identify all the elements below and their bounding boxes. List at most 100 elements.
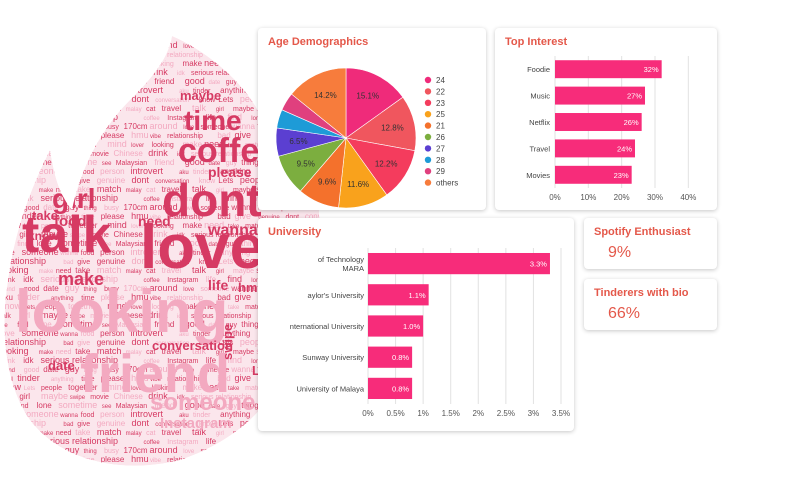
wordcloud-word: bad xyxy=(217,293,230,302)
wordcloud-word: good xyxy=(185,157,205,167)
wordcloud-word: life xyxy=(0,323,8,329)
wordcloud-word: see xyxy=(102,242,112,248)
wordcloud-word: life xyxy=(206,194,217,203)
wordcloud-word: drink xyxy=(0,196,16,203)
wordcloud-word: relationship xyxy=(167,133,203,140)
wordcloud-word: Malaysian xyxy=(116,403,148,410)
wordcloud-word: know xyxy=(0,220,22,230)
wordcloud-word: movie xyxy=(90,232,109,239)
legend-label-22: 22 xyxy=(436,87,445,96)
wordcloud-word: life xyxy=(208,277,228,293)
wordcloud-word: life xyxy=(0,404,8,410)
spotify-enthusiast-value: 9% xyxy=(608,244,632,261)
wordcloud-word: serious relationship xyxy=(40,193,118,203)
wordcloud-word: drink xyxy=(148,391,168,401)
wordcloud-word: together xyxy=(68,302,98,311)
wordcloud-word: lone xyxy=(37,401,53,410)
wordcloud-word: give xyxy=(77,259,90,266)
wordcloud-word: take xyxy=(228,224,240,230)
category-label: aylor's University xyxy=(308,291,365,300)
legend-swatch-25 xyxy=(424,111,432,118)
wordcloud-word: bad xyxy=(217,455,230,464)
wordcloud-word: malay xyxy=(126,188,142,194)
wordcloud-word: food xyxy=(81,331,95,338)
wordcloud-word: genuine xyxy=(97,257,126,266)
wordcloud-word: dont xyxy=(132,337,150,347)
wordcloud-word: know xyxy=(199,421,216,428)
wordcloud-word: dont xyxy=(132,418,150,428)
wordcloud-word: anything xyxy=(51,296,74,302)
wordcloud-word: take xyxy=(228,386,240,392)
wordcloud-word: bad xyxy=(63,98,73,104)
x-tick-label: 3.5% xyxy=(552,409,570,418)
wordcloud-word: coffee xyxy=(143,197,160,203)
wordcloud-word: someone xyxy=(22,328,59,338)
wordcloud-word: friend xyxy=(154,401,174,410)
wordcloud-word: 170cm xyxy=(124,284,148,293)
wordcloud-word: person xyxy=(100,248,124,257)
wordcloud-word: around xyxy=(150,283,178,293)
wordcloud-word: genuine xyxy=(97,176,126,185)
pie-label-24: 15.1% xyxy=(356,92,379,101)
pie-slice-others xyxy=(291,67,347,139)
wordcloud-word: date xyxy=(43,41,59,50)
wordcloud-word: coffee xyxy=(143,278,160,284)
wordcloud-word: dont xyxy=(285,457,299,464)
bar-value-label: 32% xyxy=(644,65,659,74)
wordcloud-word: guy xyxy=(65,121,80,131)
wordcloud-word: mind xyxy=(107,139,127,149)
wordcloud-word: 170cm xyxy=(124,122,148,131)
legend-label-28: 28 xyxy=(436,156,445,165)
wordcloud-word: anything xyxy=(220,329,250,338)
wordcloud-word: talk xyxy=(0,394,11,401)
bar-value-label: 1.0% xyxy=(403,322,420,331)
bar-1 xyxy=(555,86,645,105)
wordcloud-word: tinder xyxy=(17,211,40,221)
wordcloud-word: serious relationship xyxy=(191,232,251,239)
wordcloud-word: drink xyxy=(0,358,16,365)
wordcloud-word: lone xyxy=(251,359,263,365)
wordcloud-word: match xyxy=(97,103,122,113)
wordcloud-word: maybe xyxy=(233,187,254,194)
wordcloud-word: people xyxy=(41,61,62,68)
wordcloud-word: looking xyxy=(152,385,174,392)
wordcloud-word: make xyxy=(39,350,54,356)
wordcloud-word: find xyxy=(17,79,28,86)
wordcloud-word: genuine xyxy=(97,95,126,104)
wordcloud-word: life xyxy=(0,80,8,86)
wordcloud-word: Chinese xyxy=(114,68,144,77)
wordcloud-word: girl xyxy=(19,230,30,239)
university-title: University xyxy=(268,226,322,238)
wordcloud-word: together xyxy=(68,140,98,149)
legend-swatch-21 xyxy=(424,122,432,129)
wordcloud-word: give xyxy=(235,292,252,302)
bar-1 xyxy=(368,284,429,306)
wordcloud-word: around xyxy=(150,40,178,50)
wordcloud-word: someone xyxy=(200,286,229,293)
wordcloud-word: wanna xyxy=(59,170,78,176)
wordcloud-word: around xyxy=(150,364,178,374)
wordcloud-word: give xyxy=(77,178,90,185)
wordcloud-word: drink xyxy=(148,67,168,77)
wordcloud-word: dont xyxy=(132,256,150,266)
wordcloud-word: introvert xyxy=(131,166,164,176)
wordcloud-word: need xyxy=(56,430,72,437)
category-label: Travel xyxy=(529,144,550,153)
wordcloud-word: idk xyxy=(23,437,34,446)
wordcloud-word: tinder xyxy=(17,292,40,302)
wordcloud-word: know xyxy=(199,178,216,185)
wordcloud-word: relationship xyxy=(0,418,46,428)
wordcloud-word: lone xyxy=(37,77,53,86)
wordcloud-word: travel xyxy=(162,347,182,356)
wordcloud-word: bad xyxy=(217,131,230,140)
wordcloud-word: need xyxy=(204,58,224,68)
bar-4 xyxy=(368,377,413,400)
wordcloud-word: bad xyxy=(63,179,73,185)
wordcloud-word: guy xyxy=(65,364,80,374)
wordcloud-word: tinder xyxy=(17,130,40,140)
wordcloud-word: friend xyxy=(0,449,15,455)
wordcloud-word: maybe xyxy=(233,349,254,356)
wordcloud-word: thing xyxy=(241,158,258,167)
wordcloud-word: friend xyxy=(0,206,15,212)
wordcloud-word: lone xyxy=(251,278,263,284)
